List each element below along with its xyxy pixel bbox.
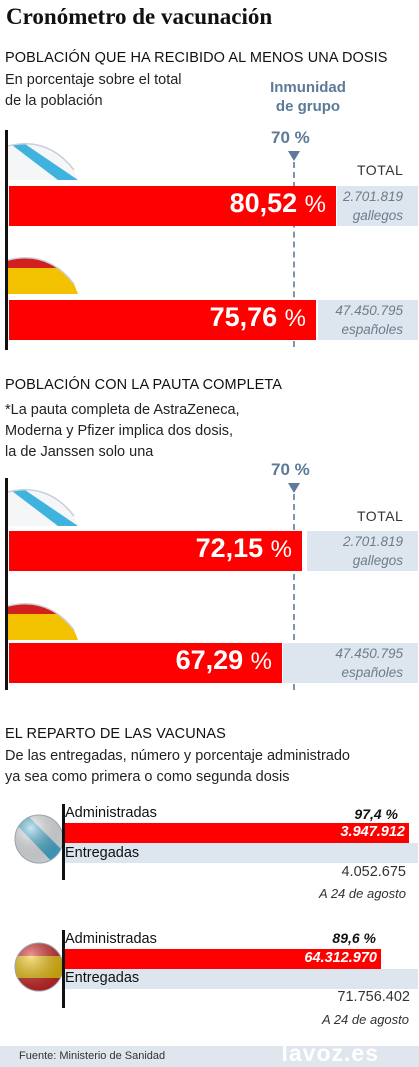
section3-spain-axis: [62, 930, 65, 1008]
bar-galicia-first-dose: [9, 186, 336, 226]
bar-spain-administered: [65, 949, 381, 969]
value-spain-delivered: 71.756.402: [337, 989, 410, 1005]
source-text: Fuente: Ministerio de Sanidad: [19, 1050, 166, 1062]
administered-label: Administradas: [65, 931, 157, 947]
value-spain-administered: 64.312.970: [304, 950, 377, 966]
galicia-flag-icon: [8, 488, 78, 526]
section1-note: En porcentaje sobre el total de la pobla…: [5, 70, 182, 112]
section3-note-line: ya sea como primera o como segunda dosis: [5, 769, 290, 785]
total-galicia: 2.701.819 gallegos: [343, 532, 403, 570]
spain-sphere-icon: [14, 942, 64, 992]
section2-note: *La pauta completa de AstraZeneca, Moder…: [5, 400, 240, 463]
value-galicia-complete: 72,15 %: [196, 533, 292, 564]
date-label: A 24 de agosto: [319, 886, 406, 901]
bar-galicia-complete: [9, 531, 302, 571]
galicia-flag-icon: [8, 142, 78, 180]
value-spain-complete: 67,29 %: [176, 645, 272, 676]
value-unit: %: [250, 648, 272, 675]
section2-axis-line: [5, 478, 8, 690]
value-galicia-administered: 3.947.912: [340, 824, 405, 840]
value-number: 75,76: [209, 302, 278, 332]
total-unit: españoles: [341, 322, 403, 337]
section1-note-line: de la población: [5, 93, 103, 109]
value-galicia-delivered: 4.052.675: [341, 864, 406, 880]
value-unit: %: [304, 191, 326, 218]
percent-administered-spain: 89,6 %: [332, 930, 376, 946]
immunity-label: Inmunidad de grupo: [258, 78, 358, 116]
bar-galicia-delivered: [65, 843, 418, 863]
value-galicia-first-dose: 80,52 %: [230, 188, 326, 219]
spain-flag-icon: [8, 602, 78, 640]
spain-flag-icon: [8, 256, 78, 294]
administered-label: Administradas: [65, 805, 157, 821]
section3-note: De las entregadas, número y porcentaje a…: [5, 746, 350, 788]
section1-note-line: En porcentaje sobre el total: [5, 72, 182, 88]
delivered-label: Entregadas: [65, 970, 140, 986]
bar-track: [283, 643, 418, 683]
immunity-value: 70 %: [271, 460, 310, 479]
total-unit: gallegos: [352, 553, 403, 568]
immunity-reference-line: [293, 162, 295, 347]
total-label: TOTAL: [357, 508, 404, 524]
bar-track: [318, 300, 418, 340]
immunity-reference-line: [293, 494, 295, 690]
delivered-label: Entregadas: [65, 845, 140, 861]
bar-spain-first-dose: [9, 300, 316, 340]
value-spain-first-dose: 75,76 %: [210, 302, 306, 333]
bar-galicia-administered: [65, 823, 409, 843]
total-label: TOTAL: [357, 162, 404, 178]
value-unit: %: [270, 536, 292, 563]
brand-logo: lavoz.es: [281, 1040, 379, 1066]
value-number: 80,52: [229, 188, 298, 218]
total-unit: gallegos: [352, 208, 403, 223]
total-spain: 47.450.795 españoles: [335, 301, 403, 339]
section1-heading: POBLACIÓN QUE HA RECIBIDO AL MENOS UNA D…: [5, 50, 388, 66]
percent-administered-galicia: 97,4 %: [354, 806, 398, 822]
section1-axis-line: [5, 130, 8, 350]
bar-track: [307, 531, 418, 571]
total-value: 47.450.795: [335, 303, 403, 318]
section2-heading: POBLACIÓN CON LA PAUTA COMPLETA: [5, 377, 283, 393]
section2-note-line: la de Janssen solo una: [5, 444, 154, 460]
value-number: 67,29: [175, 645, 244, 675]
section3-heading: EL REPARTO DE LAS VACUNAS: [5, 726, 226, 742]
total-value: 2.701.819: [342, 189, 403, 204]
section2-note-line: Moderna y Pfizer implica dos dosis,: [5, 423, 234, 439]
total-value: 2.701.819: [342, 534, 403, 549]
section3-galicia-axis: [62, 804, 65, 880]
immunity-label-line: de grupo: [275, 98, 341, 115]
page-title: Cronómetro de vacunación: [6, 4, 273, 29]
immunity-arrow-icon: [288, 151, 300, 161]
section3-note-line: De las entregadas, número y porcentaje a…: [5, 748, 350, 764]
date-label: A 24 de agosto: [322, 1012, 409, 1027]
bar-spain-delivered: [65, 969, 418, 989]
galicia-sphere-icon: [14, 814, 64, 864]
footer-bar: Fuente: Ministerio de Sanidad lavoz.es: [0, 1040, 419, 1067]
total-spain: 47.450.795 españoles: [335, 644, 403, 682]
bar-track: [337, 186, 418, 226]
bar-spain-complete: [9, 643, 282, 683]
total-unit: españoles: [341, 665, 403, 680]
immunity-value: 70 %: [271, 128, 310, 147]
section2-note-line: *La pauta completa de AstraZeneca,: [5, 402, 240, 418]
total-value: 47.450.795: [335, 646, 403, 661]
immunity-arrow-icon: [288, 483, 300, 493]
immunity-label-line: Inmunidad: [270, 79, 346, 96]
value-number: 72,15: [195, 533, 264, 563]
value-unit: %: [284, 305, 306, 332]
total-galicia: 2.701.819 gallegos: [343, 187, 403, 225]
